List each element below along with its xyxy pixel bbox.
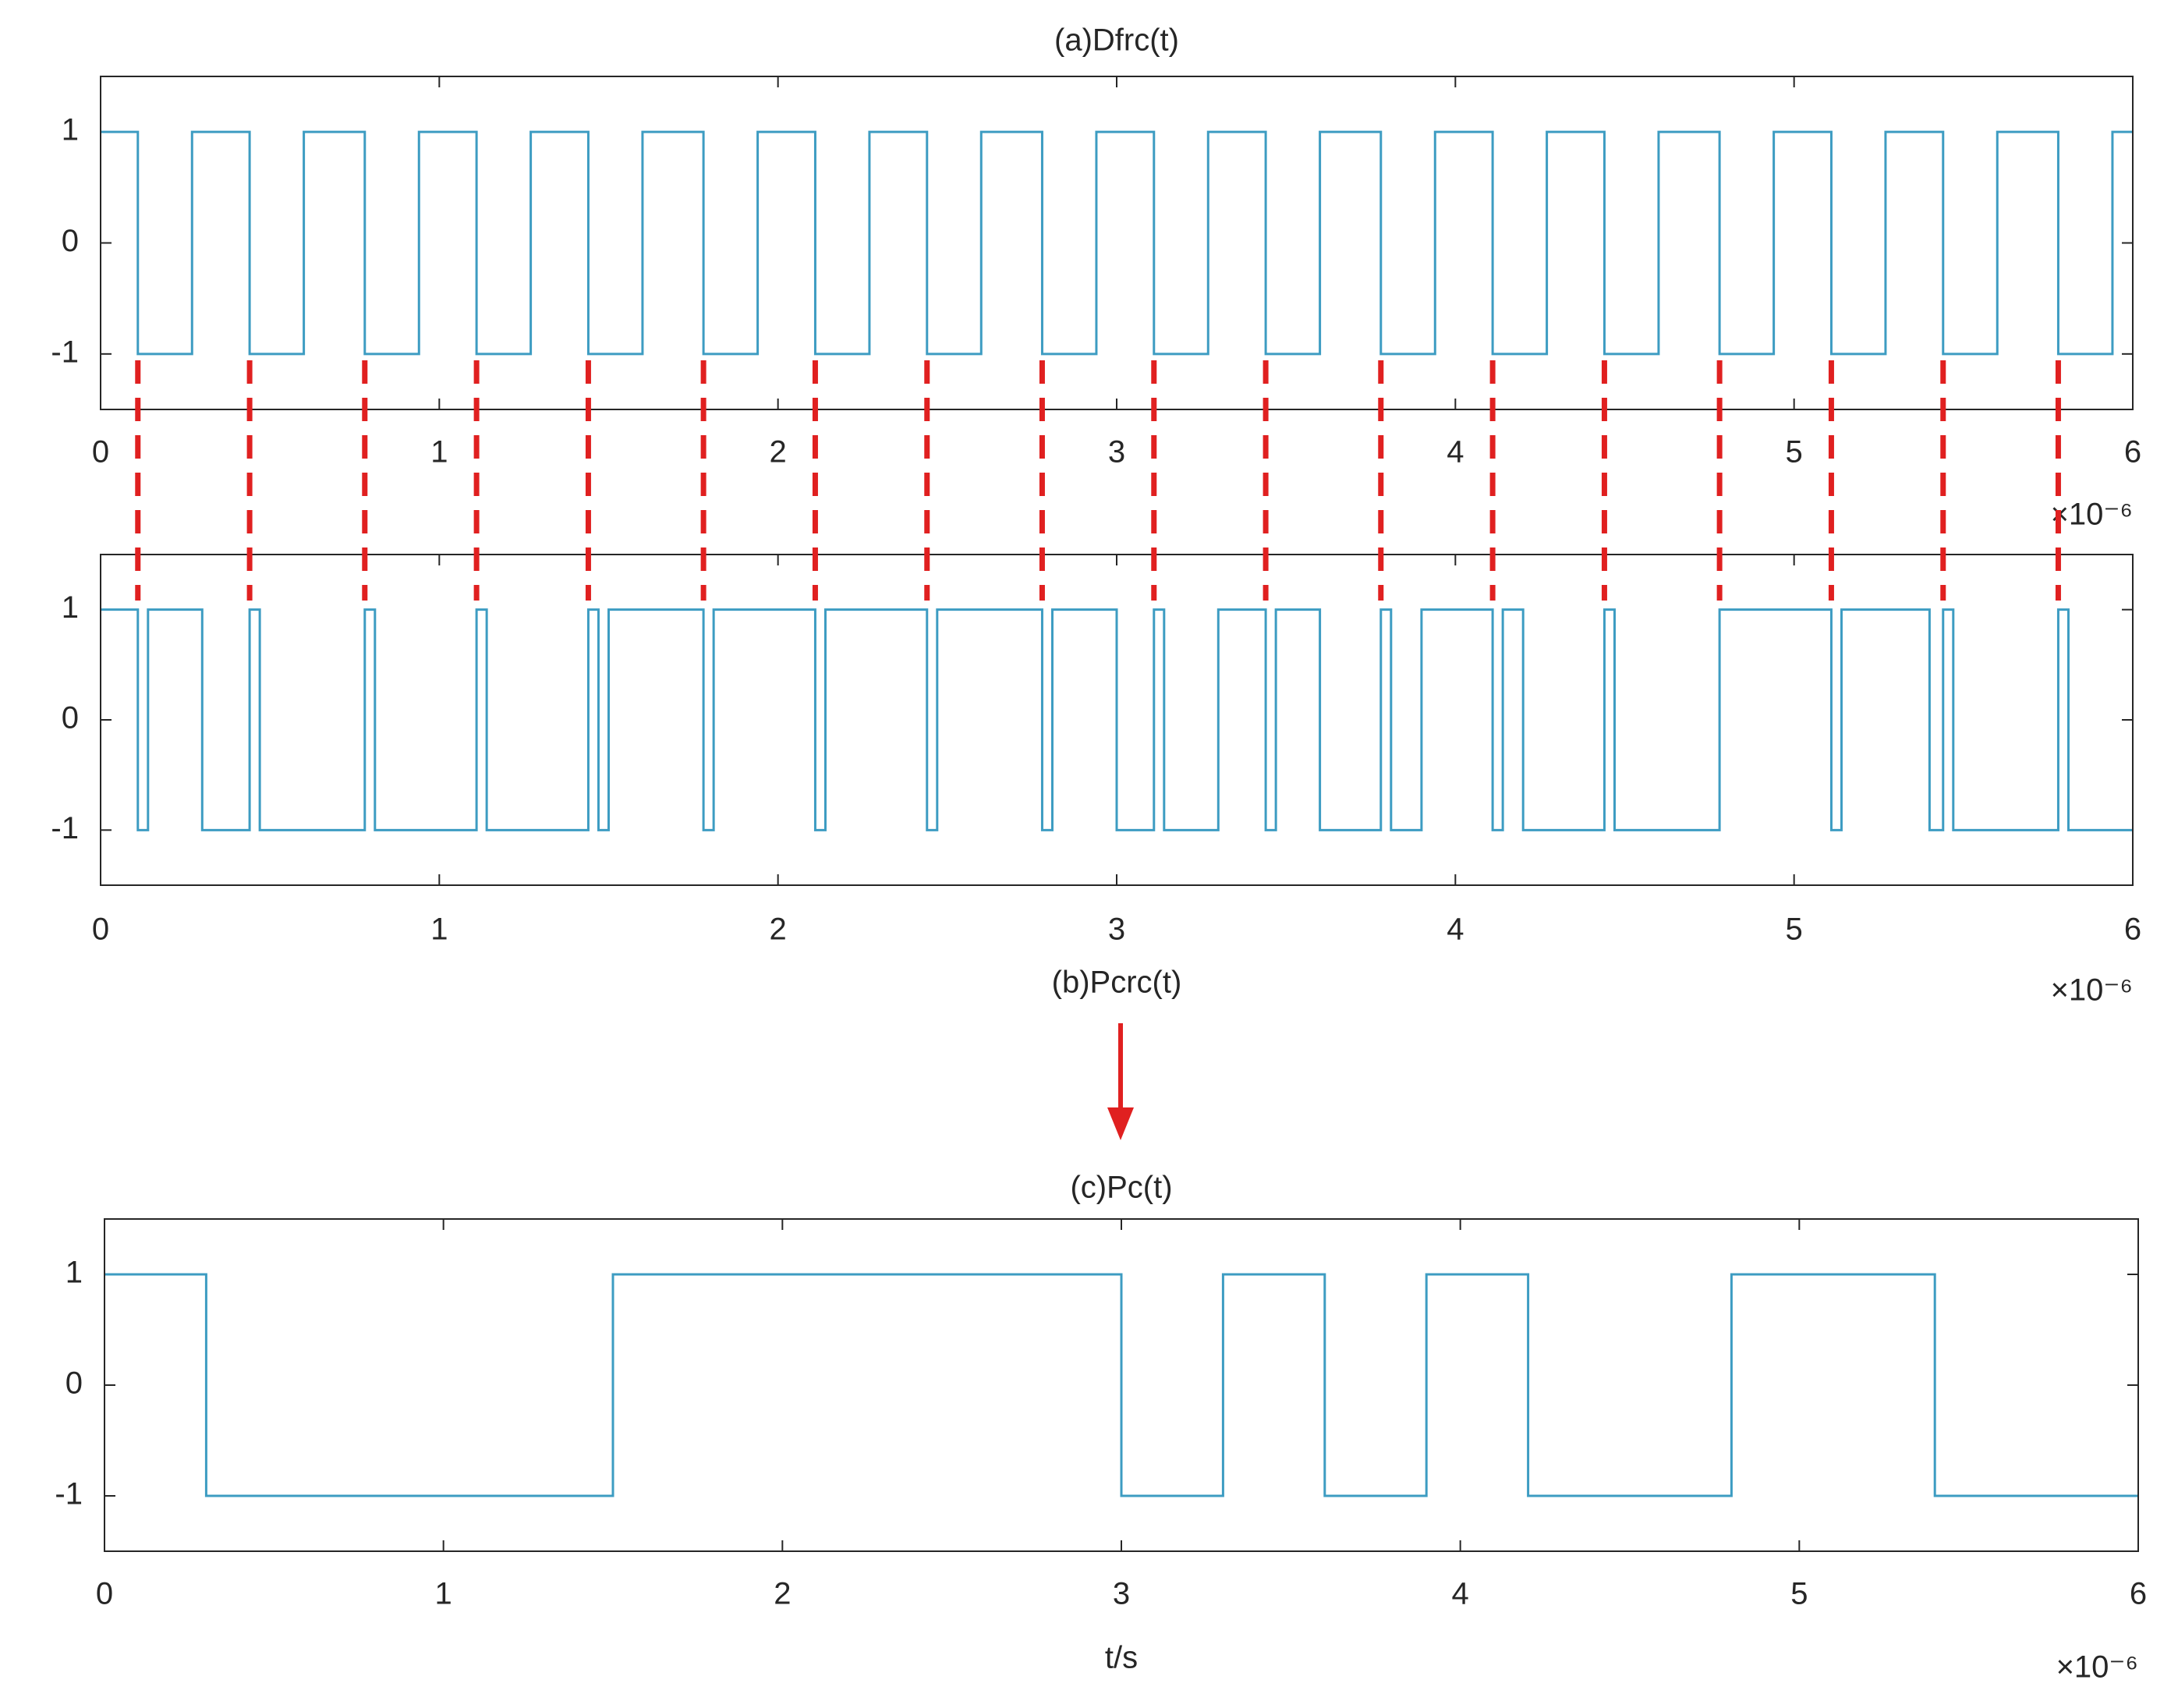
chart-title: (c)Pc(t): [1070, 1171, 1172, 1205]
chart-title: (b)Pcrc(t): [1052, 966, 1182, 1000]
x-tick-label: 1: [435, 1577, 452, 1611]
plot-area: [101, 76, 2133, 409]
y-tick-label: -1: [51, 335, 79, 369]
x-tick-label: 3: [1113, 1577, 1130, 1611]
x-tick-label: 4: [1447, 912, 1464, 947]
y-tick-label: -1: [51, 811, 79, 845]
x-multiplier: ×10⁻⁶: [2056, 1650, 2138, 1685]
x-tick-label: 6: [2130, 1577, 2147, 1611]
x-multiplier: ×10⁻⁶: [2051, 498, 2133, 532]
x-tick-label: 3: [1108, 435, 1125, 470]
x-axis-label: t/s: [1105, 1641, 1138, 1675]
x-tick-label: 0: [92, 912, 109, 947]
axes-box: [104, 1218, 2139, 1552]
x-tick-label: 3: [1108, 912, 1125, 947]
signal-line: [101, 130, 2133, 356]
x-tick-label: 4: [1452, 1577, 1469, 1611]
x-tick-label: 0: [92, 435, 109, 470]
y-tick-label: 0: [62, 224, 79, 258]
arrow: [1107, 1023, 1134, 1140]
axes-box: [100, 554, 2134, 886]
x-tick-label: 2: [774, 1577, 791, 1611]
signal-line: [101, 608, 2133, 831]
chart-title: (a)Dfrc(t): [1054, 23, 1179, 58]
y-tick-label: 1: [62, 590, 79, 625]
x-tick-label: 5: [1790, 1577, 1808, 1611]
x-tick-label: 0: [96, 1577, 113, 1611]
x-tick-label: 6: [2124, 912, 2141, 947]
arrow-head: [1107, 1107, 1134, 1140]
y-tick-label: -1: [55, 1477, 83, 1511]
x-tick-label: 5: [1786, 435, 1803, 470]
x-multiplier: ×10⁻⁶: [2051, 973, 2133, 1008]
y-tick-label: 0: [62, 701, 79, 735]
axes-box: [100, 76, 2134, 410]
x-tick-label: 6: [2124, 435, 2141, 470]
x-tick-label: 2: [770, 912, 787, 947]
x-tick-label: 1: [430, 912, 448, 947]
x-tick-label: 4: [1447, 435, 1464, 470]
y-tick-label: 1: [66, 1256, 83, 1290]
y-tick-label: 1: [62, 113, 79, 147]
x-tick-label: 2: [770, 435, 787, 470]
y-tick-label: 0: [66, 1366, 83, 1401]
signal-line: [104, 1273, 2138, 1497]
x-tick-label: 1: [430, 435, 448, 470]
x-tick-label: 5: [1786, 912, 1803, 947]
